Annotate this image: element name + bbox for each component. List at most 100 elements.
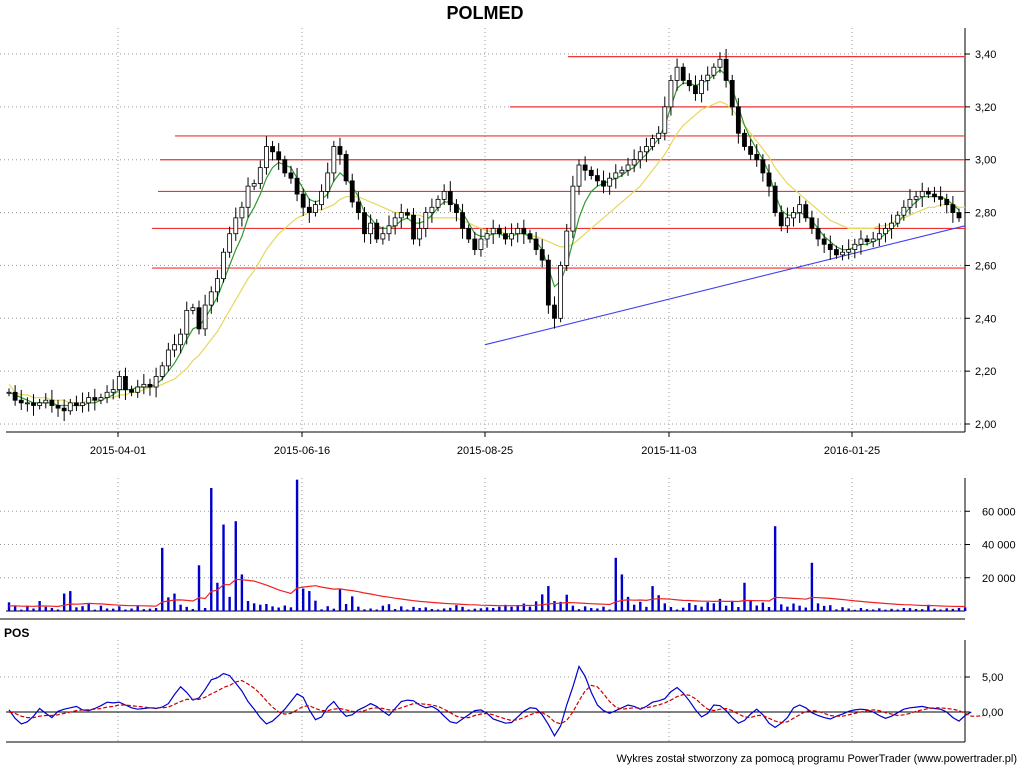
candle-body xyxy=(472,238,478,250)
candle-body xyxy=(699,80,704,95)
candle-body xyxy=(821,238,827,245)
candle-body xyxy=(325,172,331,192)
candle-body xyxy=(196,307,202,330)
candle-body xyxy=(864,238,870,243)
moving-average-long xyxy=(8,100,966,404)
volume-bar xyxy=(228,596,231,611)
candle-body xyxy=(349,180,355,203)
candle-body xyxy=(447,191,453,206)
candle-body xyxy=(748,146,754,155)
volume-bar xyxy=(418,608,421,611)
candle-body xyxy=(503,233,508,240)
volume-bar xyxy=(277,607,280,611)
volume-bar xyxy=(87,603,90,611)
candle-body xyxy=(711,66,717,76)
volume-bar xyxy=(424,607,427,611)
volume-bar xyxy=(111,608,115,611)
candle-body xyxy=(74,402,79,406)
volume-bar xyxy=(669,607,673,611)
candle-body xyxy=(944,198,950,206)
volume-bar xyxy=(479,608,483,611)
volume-bar xyxy=(602,606,605,611)
candle-body xyxy=(846,249,852,253)
volume-bar xyxy=(265,604,268,611)
volume-bar xyxy=(743,582,746,611)
volume-moving-average xyxy=(8,578,966,608)
volume-bar xyxy=(44,606,47,611)
candle-body xyxy=(374,222,380,240)
candle-body xyxy=(24,402,30,405)
candle-body xyxy=(251,183,257,187)
volume-bar xyxy=(712,603,716,611)
candle-body xyxy=(368,222,374,235)
volume-bar xyxy=(583,606,587,611)
candle-body xyxy=(760,159,766,174)
volume-ytick-label: 60 000 xyxy=(982,506,1016,518)
volume-bar xyxy=(933,608,936,611)
price-ytick-label: 2,60 xyxy=(975,260,996,272)
candle-body xyxy=(723,58,729,81)
volume-bar xyxy=(136,605,139,611)
candle-body xyxy=(876,233,882,240)
candle-body xyxy=(429,206,435,213)
price-xtick-label: 2015-08-25 xyxy=(457,445,513,457)
volume-bar xyxy=(724,605,728,611)
candle-body xyxy=(466,228,472,240)
volume-bar xyxy=(295,479,299,611)
candle-body xyxy=(717,58,723,68)
candle-body xyxy=(668,80,674,108)
candle-body xyxy=(637,151,643,161)
volume-bar xyxy=(412,606,415,611)
volume-bar xyxy=(504,604,507,611)
price-xtick-label: 2015-06-16 xyxy=(274,445,330,457)
candle-body xyxy=(319,191,324,206)
volume-bar xyxy=(363,609,366,611)
volume-bar xyxy=(657,595,660,611)
candle-body xyxy=(233,217,239,235)
candle-body xyxy=(129,389,134,393)
candle-body xyxy=(735,106,741,134)
volume-bar xyxy=(455,605,458,611)
volume-bar xyxy=(737,607,740,611)
candle-body xyxy=(527,233,533,240)
candle-body xyxy=(6,391,12,394)
candle-body xyxy=(362,212,367,235)
volume-bar xyxy=(516,605,519,611)
candle-body xyxy=(576,164,582,187)
volume-bar xyxy=(13,606,17,611)
candle-body xyxy=(92,397,98,401)
price-ytick-label: 3,00 xyxy=(975,155,996,167)
candle-body xyxy=(784,217,790,227)
candle-body xyxy=(221,251,226,280)
candle-body xyxy=(656,132,662,139)
candle-body xyxy=(484,233,490,240)
candle-body xyxy=(515,228,521,235)
candle-body xyxy=(852,243,858,250)
volume-bar xyxy=(626,596,630,611)
price-ytick-label: 2,00 xyxy=(975,419,996,431)
price-ytick-label: 3,20 xyxy=(975,102,996,114)
candle-body xyxy=(778,212,784,227)
candle-body xyxy=(306,206,312,213)
volume-bar xyxy=(191,609,195,611)
volume-bar xyxy=(651,586,654,611)
volume-bar xyxy=(731,600,734,611)
volume-bar xyxy=(62,593,66,611)
volume-bar xyxy=(320,609,323,611)
volume-bar xyxy=(93,609,97,611)
volume-bar xyxy=(105,608,109,611)
candle-body xyxy=(417,228,423,240)
candle-body xyxy=(729,80,735,108)
candle-body xyxy=(380,233,386,240)
candle-body xyxy=(331,146,337,174)
volume-bar xyxy=(816,603,820,611)
candle-body xyxy=(67,402,73,412)
volume-bar xyxy=(393,609,397,611)
volume-bar xyxy=(357,606,360,611)
candle-body xyxy=(644,146,649,153)
candle-body xyxy=(956,212,962,219)
candle-body xyxy=(631,159,637,166)
moving-average-short xyxy=(8,69,960,407)
candle-body xyxy=(116,376,122,391)
volume-panel: 60 000 40 000 20 000 xyxy=(0,478,1016,620)
